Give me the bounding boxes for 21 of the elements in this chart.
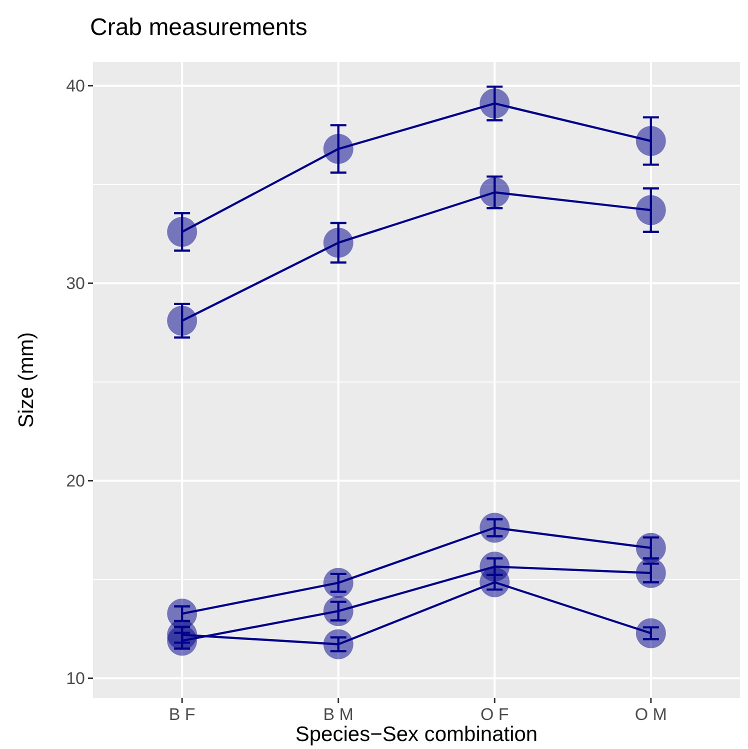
chart-title: Crab measurements	[90, 14, 308, 41]
point	[636, 195, 666, 226]
point	[323, 629, 354, 660]
y-tick-label: 10	[66, 669, 85, 688]
x-tick-label: O M	[634, 705, 667, 724]
point	[480, 88, 510, 118]
point	[480, 177, 510, 208]
y-tick-label: 20	[66, 472, 85, 491]
point	[167, 306, 198, 336]
point	[167, 216, 198, 247]
point	[323, 134, 354, 164]
y-tick-label: 30	[66, 274, 85, 294]
x-tick-label: B M	[323, 705, 354, 724]
y-axis-title: Size (mm)	[15, 332, 38, 428]
x-tick-label: O F	[480, 705, 509, 724]
point	[636, 126, 666, 156]
point	[323, 228, 354, 258]
y-tick-label: 40	[66, 76, 85, 96]
point	[636, 618, 666, 648]
x-tick-label: B F	[168, 705, 196, 724]
x-axis-title: Species−Sex combination	[295, 723, 538, 746]
